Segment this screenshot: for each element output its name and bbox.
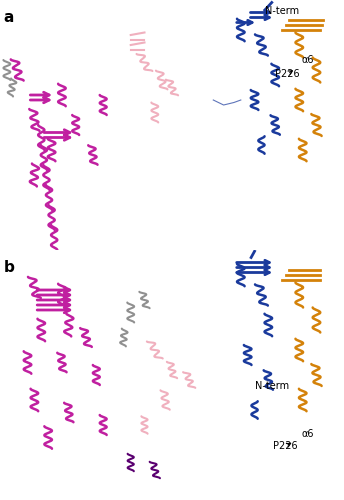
Text: N-term: N-term xyxy=(265,6,299,16)
Text: α6: α6 xyxy=(302,428,314,439)
Text: P226: P226 xyxy=(273,441,298,451)
Text: P226: P226 xyxy=(275,68,300,78)
Text: N-term: N-term xyxy=(255,381,289,391)
Text: a: a xyxy=(3,10,14,25)
Text: α6: α6 xyxy=(302,55,314,65)
Text: b: b xyxy=(3,260,14,275)
